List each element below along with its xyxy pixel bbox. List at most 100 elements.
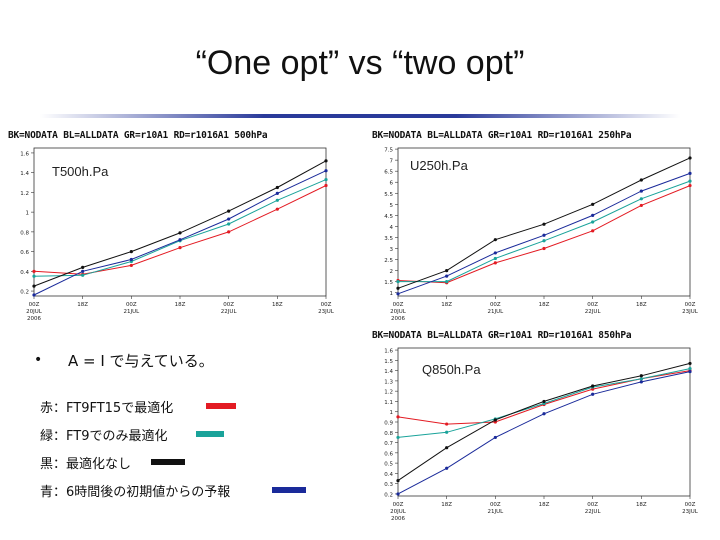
x-tick-label: 00Z [393, 502, 404, 508]
data-point [591, 202, 595, 206]
data-point [227, 222, 231, 226]
data-point [542, 222, 546, 226]
x-tick-label: 00Z [126, 302, 137, 308]
data-point [178, 246, 182, 250]
data-point [396, 492, 400, 496]
data-point [396, 435, 400, 440]
x-tick-label: 23JUL [682, 509, 699, 515]
chart-q850: BK=NODATA BL=ALLDATA GR=r10A1 RD=r1016A1… [372, 330, 702, 535]
data-point [639, 203, 643, 208]
x-tick-label: 00Z [685, 302, 696, 308]
y-tick-label: 6.5 [384, 170, 393, 176]
x-tick-label: 2006 [391, 316, 405, 322]
chart-header: BK=NODATA BL=ALLDATA GR=r10A1 RD=r1016A1… [372, 330, 632, 341]
x-tick-label: 18Z [175, 302, 186, 308]
x-tick-label: 18Z [539, 302, 550, 308]
legend-text: 青：6時間後の初期値からの予報 [40, 484, 231, 500]
data-point [591, 392, 595, 396]
slide-title: “One opt” vs “two opt” [195, 44, 525, 82]
chart-label: T500h.Pa [52, 164, 109, 179]
data-point [81, 269, 85, 273]
x-tick-label: 21JUL [487, 309, 504, 315]
data-point [493, 256, 497, 261]
data-point [542, 239, 546, 243]
x-tick-label: 00Z [393, 302, 404, 308]
y-tick-label: 5.5 [384, 192, 393, 198]
x-tick-label: 00Z [685, 502, 696, 508]
x-tick-label: 21JUL [123, 309, 140, 315]
x-tick-label: 00Z [587, 502, 598, 508]
data-point [32, 293, 36, 297]
legend-red: 赤：FT9FT15で最適化 [40, 396, 173, 416]
data-point [227, 217, 231, 221]
y-tick-label: 0.3 [384, 482, 393, 488]
y-tick-label: 1.2 [384, 390, 393, 396]
y-tick-label: 1 [390, 410, 394, 416]
chart-label: Q850h.Pa [422, 362, 481, 377]
y-tick-label: 4.5 [384, 214, 393, 220]
data-point [542, 246, 546, 251]
data-point [688, 171, 692, 176]
legend-text: 赤：FT9FT15で最適化 [40, 400, 174, 416]
series-line [33, 179, 327, 277]
y-tick-label: 2.5 [384, 258, 393, 264]
data-point [324, 159, 328, 163]
data-point [275, 207, 279, 211]
x-tick-label: 18Z [636, 302, 647, 308]
chart-header: BK=NODATA BL=ALLDATA GR=r10A1 RD=r1016A1… [372, 130, 632, 141]
legend-red-swatch [206, 403, 236, 409]
x-tick-label: 18Z [636, 502, 647, 508]
legend-green-swatch [196, 431, 224, 437]
y-tick-label: 4 [390, 225, 394, 231]
series-line [33, 160, 327, 287]
y-tick-label: 1.5 [384, 359, 393, 365]
data-point [688, 370, 692, 374]
legend-blue: 青：6時間後の初期値からの予報 [40, 480, 230, 500]
legend-black-swatch [151, 459, 185, 465]
data-point [324, 177, 328, 182]
y-tick-label: 1 [390, 291, 394, 297]
y-tick-label: 0.8 [384, 431, 393, 437]
data-point [178, 231, 182, 235]
y-tick-label: 1.6 [384, 349, 393, 355]
y-tick-label: 7.5 [384, 148, 393, 154]
chart-label: U250h.Pa [410, 158, 468, 173]
x-tick-label: 22JUL [585, 509, 602, 515]
data-point [542, 399, 546, 404]
x-tick-label: 00Z [321, 302, 332, 308]
x-tick-label: 00Z [29, 302, 40, 308]
data-point [129, 257, 133, 262]
y-tick-label: 0.5 [384, 462, 393, 468]
bullet: • [34, 352, 43, 368]
data-point [542, 412, 546, 416]
data-point [542, 233, 546, 237]
data-point [81, 273, 85, 277]
y-tick-label: 1.2 [20, 191, 29, 197]
data-point [324, 169, 328, 173]
data-point [129, 250, 133, 254]
data-point [32, 274, 36, 278]
y-tick-label: 0.9 [384, 421, 393, 427]
y-tick-label: 1.6 [20, 151, 29, 157]
x-tick-label: 20JUL [390, 509, 407, 515]
y-tick-label: 6 [390, 181, 394, 187]
data-point [688, 361, 692, 366]
y-tick-label: 0.4 [20, 270, 29, 276]
data-point [639, 377, 643, 381]
data-point [639, 189, 643, 193]
data-point [688, 366, 692, 371]
data-point [639, 374, 643, 378]
y-tick-label: 1.3 [384, 379, 393, 385]
x-tick-label: 23JUL [318, 309, 335, 315]
x-tick-label: 22JUL [221, 309, 238, 315]
chart-header: BK=NODATA BL=ALLDATA GR=r10A1 RD=r1016A1… [8, 130, 268, 141]
data-point [688, 179, 692, 183]
statement-text: A = I で与えている。 [68, 352, 214, 370]
x-tick-label: 18Z [272, 302, 283, 308]
data-point [445, 268, 449, 273]
y-tick-label: 1 [26, 211, 30, 217]
legend-green: 緑：FT9でのみ最適化 [40, 424, 167, 444]
x-tick-label: 18Z [441, 502, 452, 508]
data-point [275, 185, 279, 190]
